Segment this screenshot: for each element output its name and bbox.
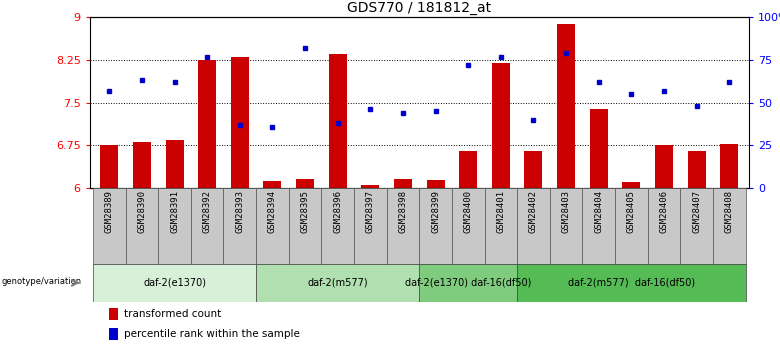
Text: daf-2(m577)  daf-16(df50): daf-2(m577) daf-16(df50) [568,278,695,288]
Bar [133,142,151,188]
Text: daf-2(m577): daf-2(m577) [307,278,368,288]
Bar [198,60,216,188]
Text: GSM28404: GSM28404 [594,190,603,233]
FancyBboxPatch shape [387,188,419,264]
Text: GSM28396: GSM28396 [333,190,342,233]
FancyBboxPatch shape [126,188,158,264]
Bar [361,185,379,188]
Bar [165,140,183,188]
Text: GSM28394: GSM28394 [268,190,277,233]
Bar [296,179,314,188]
FancyBboxPatch shape [93,264,256,302]
FancyBboxPatch shape [321,188,354,264]
FancyBboxPatch shape [354,188,387,264]
FancyBboxPatch shape [550,188,583,264]
FancyBboxPatch shape [158,188,191,264]
FancyBboxPatch shape [419,264,517,302]
Text: GSM28398: GSM28398 [399,190,407,233]
Text: GSM28402: GSM28402 [529,190,538,233]
FancyBboxPatch shape [484,188,517,264]
Text: GSM28397: GSM28397 [366,190,375,233]
Text: GSM28401: GSM28401 [496,190,505,233]
Text: percentile rank within the sample: percentile rank within the sample [124,329,300,339]
FancyBboxPatch shape [583,188,615,264]
FancyBboxPatch shape [224,188,256,264]
Text: GSM28406: GSM28406 [659,190,668,233]
FancyBboxPatch shape [647,188,680,264]
FancyBboxPatch shape [256,188,289,264]
FancyBboxPatch shape [289,188,321,264]
Bar [655,145,673,188]
FancyBboxPatch shape [256,264,419,302]
Bar [720,144,738,188]
Text: GSM28393: GSM28393 [236,190,244,233]
FancyBboxPatch shape [419,188,452,264]
Bar [524,151,542,188]
FancyBboxPatch shape [713,188,746,264]
Text: GSM28399: GSM28399 [431,190,440,233]
Bar [492,63,510,188]
Title: GDS770 / 181812_at: GDS770 / 181812_at [347,1,491,15]
Text: GSM28403: GSM28403 [562,190,571,233]
Bar [557,24,575,188]
Text: GSM28400: GSM28400 [463,190,473,233]
FancyBboxPatch shape [517,188,550,264]
Text: GSM28408: GSM28408 [725,190,734,233]
Text: GSM28389: GSM28389 [105,190,114,233]
Text: GSM28392: GSM28392 [203,190,211,233]
Bar [264,181,282,188]
FancyBboxPatch shape [191,188,224,264]
Bar [394,179,412,188]
Text: transformed count: transformed count [124,309,222,319]
Text: daf-2(e1370) daf-16(df50): daf-2(e1370) daf-16(df50) [405,278,531,288]
Text: GSM28407: GSM28407 [692,190,701,233]
Bar [109,308,118,320]
Text: GSM28405: GSM28405 [627,190,636,233]
Bar [622,183,640,188]
Bar [231,57,249,188]
Text: GSM28390: GSM28390 [137,190,147,233]
Bar [101,145,119,188]
Bar [427,180,445,188]
Text: GSM28395: GSM28395 [300,190,310,233]
FancyBboxPatch shape [615,188,647,264]
Bar [590,109,608,188]
FancyBboxPatch shape [452,188,484,264]
FancyBboxPatch shape [93,188,126,264]
Bar [109,328,118,340]
Bar [328,54,346,188]
FancyBboxPatch shape [517,264,746,302]
FancyBboxPatch shape [680,188,713,264]
Text: genotype/variation: genotype/variation [2,276,82,286]
Bar [459,151,477,188]
Text: daf-2(e1370): daf-2(e1370) [143,278,206,288]
Text: GSM28391: GSM28391 [170,190,179,233]
Bar [688,151,706,188]
